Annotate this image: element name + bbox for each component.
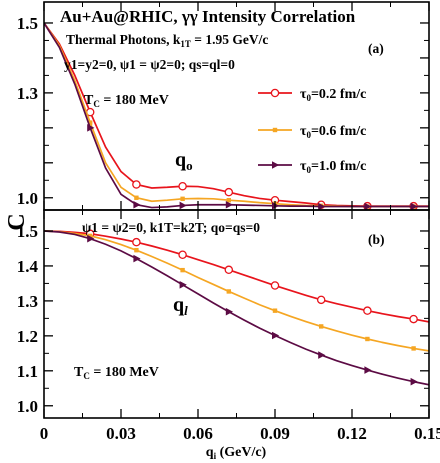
data-point-b-1 — [272, 308, 278, 313]
y-tick-label: 1.4 — [17, 257, 39, 276]
x-tick-label: 0.03 — [106, 424, 136, 443]
panel-b-label: (b) — [368, 232, 385, 247]
legend-label: τ0=0.2 fm/c — [300, 87, 366, 103]
data-point-b-1 — [134, 248, 139, 253]
x-tick-label: 0.12 — [337, 424, 367, 443]
panel-b-frame — [43, 209, 430, 419]
panel-a-subtitle: Thermal Photons, k1T = 1.95 GeV/c — [66, 32, 268, 49]
x-tick-label: 0 — [40, 424, 49, 443]
y-tick-label: 1.1 — [17, 362, 38, 381]
x-tick-label: 0.15 — [414, 424, 440, 443]
data-point-b-2 — [133, 254, 141, 263]
data-point-a-2 — [225, 200, 233, 209]
data-point-b-2 — [410, 377, 418, 386]
panel-b-curve-label: ql — [173, 294, 188, 318]
data-point-b-0 — [178, 250, 187, 259]
data-point-b-2 — [87, 234, 95, 243]
data-point-a-0 — [132, 180, 141, 189]
data-point-a-2 — [318, 202, 326, 210]
data-point-b-0 — [316, 295, 326, 305]
data-point-a-2 — [179, 201, 187, 210]
panel-b-condition: ψ1 = ψ2=0, k1T=k2T; qo=qs=0 — [82, 220, 260, 235]
x-tick-label: 0.09 — [260, 424, 290, 443]
data-point-b-1 — [411, 346, 416, 351]
panel-a-axes: 1.0 1.3 1.5 — [17, 2, 430, 210]
data-point-b-1 — [180, 267, 185, 273]
data-point-a-0 — [224, 187, 234, 197]
data-point-a-1 — [180, 196, 185, 202]
data-point-a-2 — [87, 124, 95, 132]
panel-a-series — [44, 22, 429, 210]
legend-label: τ0=0.6 fm/c — [300, 124, 366, 140]
panel-a-condition: y1=y2=0, ψ1 = ψ2=0; qs=ql=0 — [64, 57, 235, 72]
panel-a-curve-label: qo — [175, 149, 193, 173]
data-point-b-2 — [179, 281, 187, 289]
y-tick-label: 1.0 — [17, 189, 38, 208]
panel-b: 1.01.11.21.31.41.50 0.03 0.06 0.09 0.12 0.15 … — [17, 209, 440, 443]
panel-b-series — [44, 229, 429, 386]
data-point-b-0 — [409, 314, 418, 324]
data-point-a-1 — [226, 198, 231, 203]
data-point-b-1 — [226, 289, 231, 294]
data-point-b-1 — [319, 324, 324, 329]
data-point-a-2 — [364, 202, 372, 210]
data-point-b-0 — [270, 281, 280, 290]
y-tick-label: 1.3 — [17, 292, 38, 311]
panel-a-tc-label: TC = 180 MeV — [84, 93, 169, 109]
y-tick-label: 1.3 — [17, 84, 38, 103]
data-point-a-0 — [178, 181, 187, 191]
legend-marker — [270, 88, 280, 98]
series-line-b-2 — [44, 230, 429, 386]
legend: τ0=0.2 fm/c τ0=0.6 fm/c τ0=1.0 fm/c — [258, 87, 366, 175]
panel-a-label: (a) — [368, 41, 384, 56]
panel-b-tc-label: TC = 180 MeV — [74, 365, 159, 381]
x-tick-label: 0.06 — [183, 424, 213, 443]
data-point-b-2 — [272, 331, 280, 340]
panel-a: 1.0 1.3 1.5 Au+Au@RHIC, γγ Intensity Corre… — [17, 1, 430, 211]
data-point-b-0 — [363, 306, 372, 315]
chart-title: Au+Au@RHIC, γγ Intensity Correlation — [60, 7, 356, 26]
legend-marker — [272, 161, 280, 169]
data-point-b-2 — [364, 366, 372, 374]
data-point-a-1 — [134, 195, 139, 200]
y-tick-label: 1.0 — [17, 397, 38, 416]
panel-b-axes: 1.0 1.1 1.2 1.3 1.4 1.5 0 0.03 0.06 0.09 0.12 0.15 — [17, 210, 440, 443]
data-point-b-0 — [132, 237, 141, 247]
data-point-b-2 — [225, 307, 233, 316]
data-point-a-1 — [88, 120, 93, 125]
y-tick-label: 1.2 — [17, 327, 38, 346]
data-point-a-2 — [133, 200, 141, 209]
data-point-b-1 — [88, 233, 93, 239]
y-axis-label: C — [4, 213, 30, 230]
series-line-b-1 — [44, 230, 429, 352]
data-point-b-2 — [318, 351, 326, 359]
y-tick-label: 1.5 — [17, 222, 38, 241]
data-point-a-2 — [410, 202, 418, 210]
y-tick-label: 1.5 — [17, 14, 38, 33]
data-point-b-1 — [365, 336, 370, 342]
legend-marker — [272, 127, 278, 133]
data-point-b-0 — [224, 265, 234, 275]
x-axis-label: qi (GeV/c) — [206, 445, 267, 461]
legend-label: τ0=1.0 fm/c — [300, 159, 366, 175]
